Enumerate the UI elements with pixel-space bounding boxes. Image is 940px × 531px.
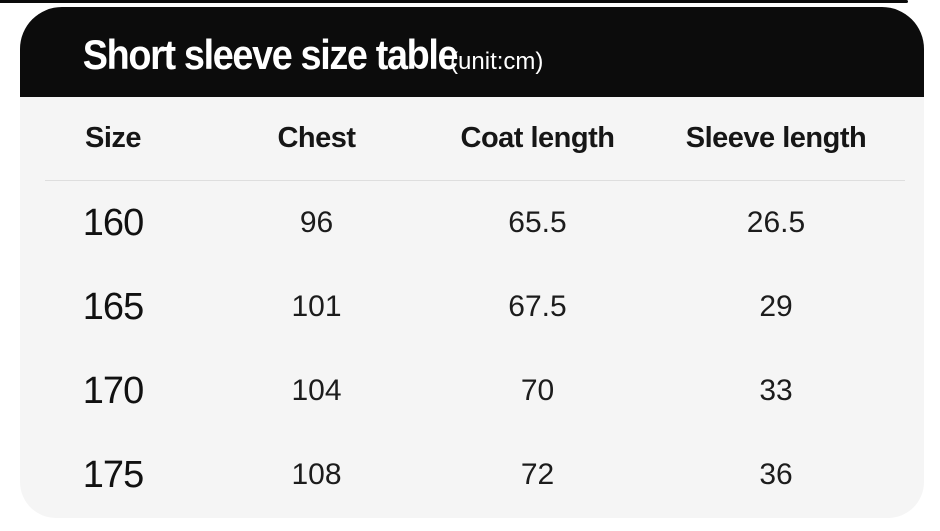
- chest-cell: 108: [291, 458, 342, 491]
- size-cell: 170: [82, 369, 144, 412]
- coat-length-cell: 72: [520, 458, 555, 491]
- table-row-170: 170 104 70 33: [20, 349, 924, 433]
- coat-length-cell: 70: [520, 374, 555, 407]
- size-cell: 175: [82, 453, 144, 496]
- coat-length-cell: 67.5: [508, 290, 567, 323]
- chest-cell: 104: [291, 374, 342, 407]
- sleeve-length-cell: 36: [759, 458, 793, 491]
- size-table-card: Size Chest Coat length Sleeve length 160…: [20, 97, 924, 518]
- sleeve-length-cell: 33: [759, 374, 793, 407]
- table-header-row: Size Chest Coat length Sleeve length: [20, 97, 924, 180]
- column-header-coat-length: Coat length: [460, 122, 616, 154]
- header-banner: Short sleeve size table (unit:cm): [20, 7, 924, 97]
- top-edge-line: [0, 0, 908, 3]
- column-header-chest: Chest: [277, 122, 356, 154]
- header-divider: [45, 180, 905, 181]
- column-header-sleeve-length: Sleeve length: [685, 122, 867, 154]
- chest-cell: 96: [299, 206, 334, 239]
- column-header-size: Size: [84, 122, 142, 154]
- chest-cell: 101: [291, 290, 342, 323]
- unit-label: (unit:cm): [450, 48, 544, 75]
- page-title: Short sleeve size table: [82, 31, 459, 78]
- title-line: Short sleeve size table (unit:cm): [62, 31, 544, 79]
- sleeve-length-cell: 29: [759, 290, 793, 323]
- sleeve-length-cell: 26.5: [746, 206, 806, 239]
- table-row-160: 160 96 65.5 26.5: [20, 181, 924, 265]
- table-row-175: 175 108 72 36: [20, 433, 924, 517]
- size-cell: 165: [82, 285, 144, 328]
- size-cell: 160: [82, 201, 144, 244]
- table-row-165: 165 101 67.5 29: [20, 265, 924, 349]
- coat-length-cell: 65.5: [508, 206, 567, 239]
